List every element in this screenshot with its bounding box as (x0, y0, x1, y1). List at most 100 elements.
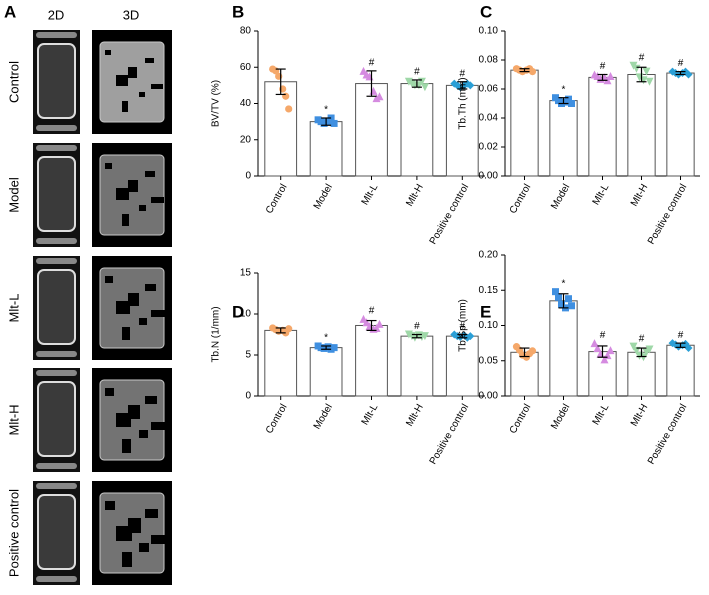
pore (145, 396, 157, 404)
y-tick-label: 0 (245, 171, 251, 182)
significance-mark: # (678, 330, 684, 341)
y-axis-label: BV/TV (%) (211, 80, 222, 127)
vertebra-2d (37, 269, 76, 345)
data-point (528, 347, 537, 355)
panel-letter: E (480, 302, 491, 321)
significance-mark: * (324, 333, 328, 344)
y-axis-label: Tb.N (1/mm) (211, 306, 222, 362)
pore (122, 327, 130, 340)
pore (122, 552, 132, 567)
significance-mark: # (460, 68, 466, 79)
x-tick-label: Mlt-H (629, 402, 650, 428)
significance-mark: * (324, 105, 328, 116)
panel-letter: C (480, 2, 492, 21)
panel-letter: B (232, 2, 244, 21)
data-point (645, 345, 654, 354)
data-point (466, 81, 475, 90)
significance-mark: # (600, 61, 606, 72)
x-tick-label: Positive control (646, 402, 689, 466)
pore (145, 509, 158, 518)
data-point (600, 355, 609, 364)
row-label: Mlt-L (6, 294, 21, 323)
data-point (606, 71, 615, 80)
data-point (590, 339, 599, 348)
endplate (36, 483, 77, 489)
column-label: 2D (48, 7, 65, 22)
data-point (375, 92, 384, 101)
bar (400, 335, 434, 397)
x-tick-label: Control (264, 182, 290, 215)
data-point (282, 92, 290, 100)
x-tick-label: Model (549, 182, 572, 211)
y-tick-label: 40 (240, 98, 252, 109)
pore (151, 84, 163, 89)
pore (105, 50, 111, 55)
y-tick-label: 0 (245, 391, 251, 402)
pore (116, 188, 129, 200)
pore (128, 293, 139, 306)
endplate (36, 463, 77, 469)
x-tick-label: Model (312, 182, 335, 211)
bar (627, 74, 656, 177)
pore (145, 58, 154, 63)
y-tick-label: 0.00 (479, 171, 499, 182)
data-point (645, 77, 654, 86)
data-point (568, 100, 575, 107)
y-tick-label: 0.02 (479, 142, 499, 153)
y-tick-label: 5 (245, 350, 251, 361)
data-point (285, 105, 293, 113)
panel-letter: A (4, 2, 16, 21)
data-point (684, 70, 693, 79)
data-point (565, 95, 572, 103)
pore (116, 413, 131, 427)
y-tick-label: 0.00 (479, 391, 499, 402)
pore (139, 318, 147, 325)
x-tick-label: Model (549, 402, 572, 431)
significance-mark: # (639, 333, 645, 344)
vertebra-2d (37, 494, 76, 570)
data-point (285, 325, 293, 333)
x-tick-label: Mlt-L (591, 182, 612, 207)
data-point (555, 293, 562, 301)
bar (666, 72, 695, 177)
data-point (642, 67, 651, 76)
y-tick-label: 0.04 (479, 113, 499, 124)
pore (139, 205, 146, 211)
bar (666, 344, 695, 397)
pore (151, 422, 166, 430)
bar (549, 100, 578, 177)
data-point (420, 332, 429, 341)
x-tick-label: Mlt-H (404, 182, 425, 208)
x-tick-label: Positive control (646, 182, 689, 246)
y-axis-label: Tb.Th (mm) (458, 77, 469, 129)
bar (627, 351, 656, 397)
pore (122, 214, 129, 226)
y-tick-label: 20 (240, 134, 252, 145)
row-label: Model (6, 177, 21, 213)
data-point (684, 344, 693, 353)
pore (105, 163, 112, 169)
pore (128, 67, 137, 78)
x-tick-label: Mlt-H (629, 182, 650, 208)
data-point (565, 295, 572, 303)
bar (355, 324, 388, 397)
data-point (420, 83, 429, 92)
pore (145, 171, 155, 177)
x-tick-label: Control (508, 402, 534, 435)
y-tick-label: 80 (240, 26, 252, 37)
significance-mark: # (414, 67, 420, 78)
endplate (36, 370, 77, 376)
endplate (36, 125, 77, 131)
data-point (362, 318, 371, 327)
data-point (629, 342, 638, 351)
x-tick-label: Control (264, 402, 290, 435)
significance-mark: # (639, 52, 645, 63)
vertebra-2d (37, 381, 76, 457)
bar (588, 351, 617, 397)
endplate (36, 576, 77, 582)
bar (264, 81, 298, 177)
y-tick-label: 60 (240, 62, 252, 73)
row-label: Positive control (6, 489, 21, 577)
pore (145, 284, 156, 291)
